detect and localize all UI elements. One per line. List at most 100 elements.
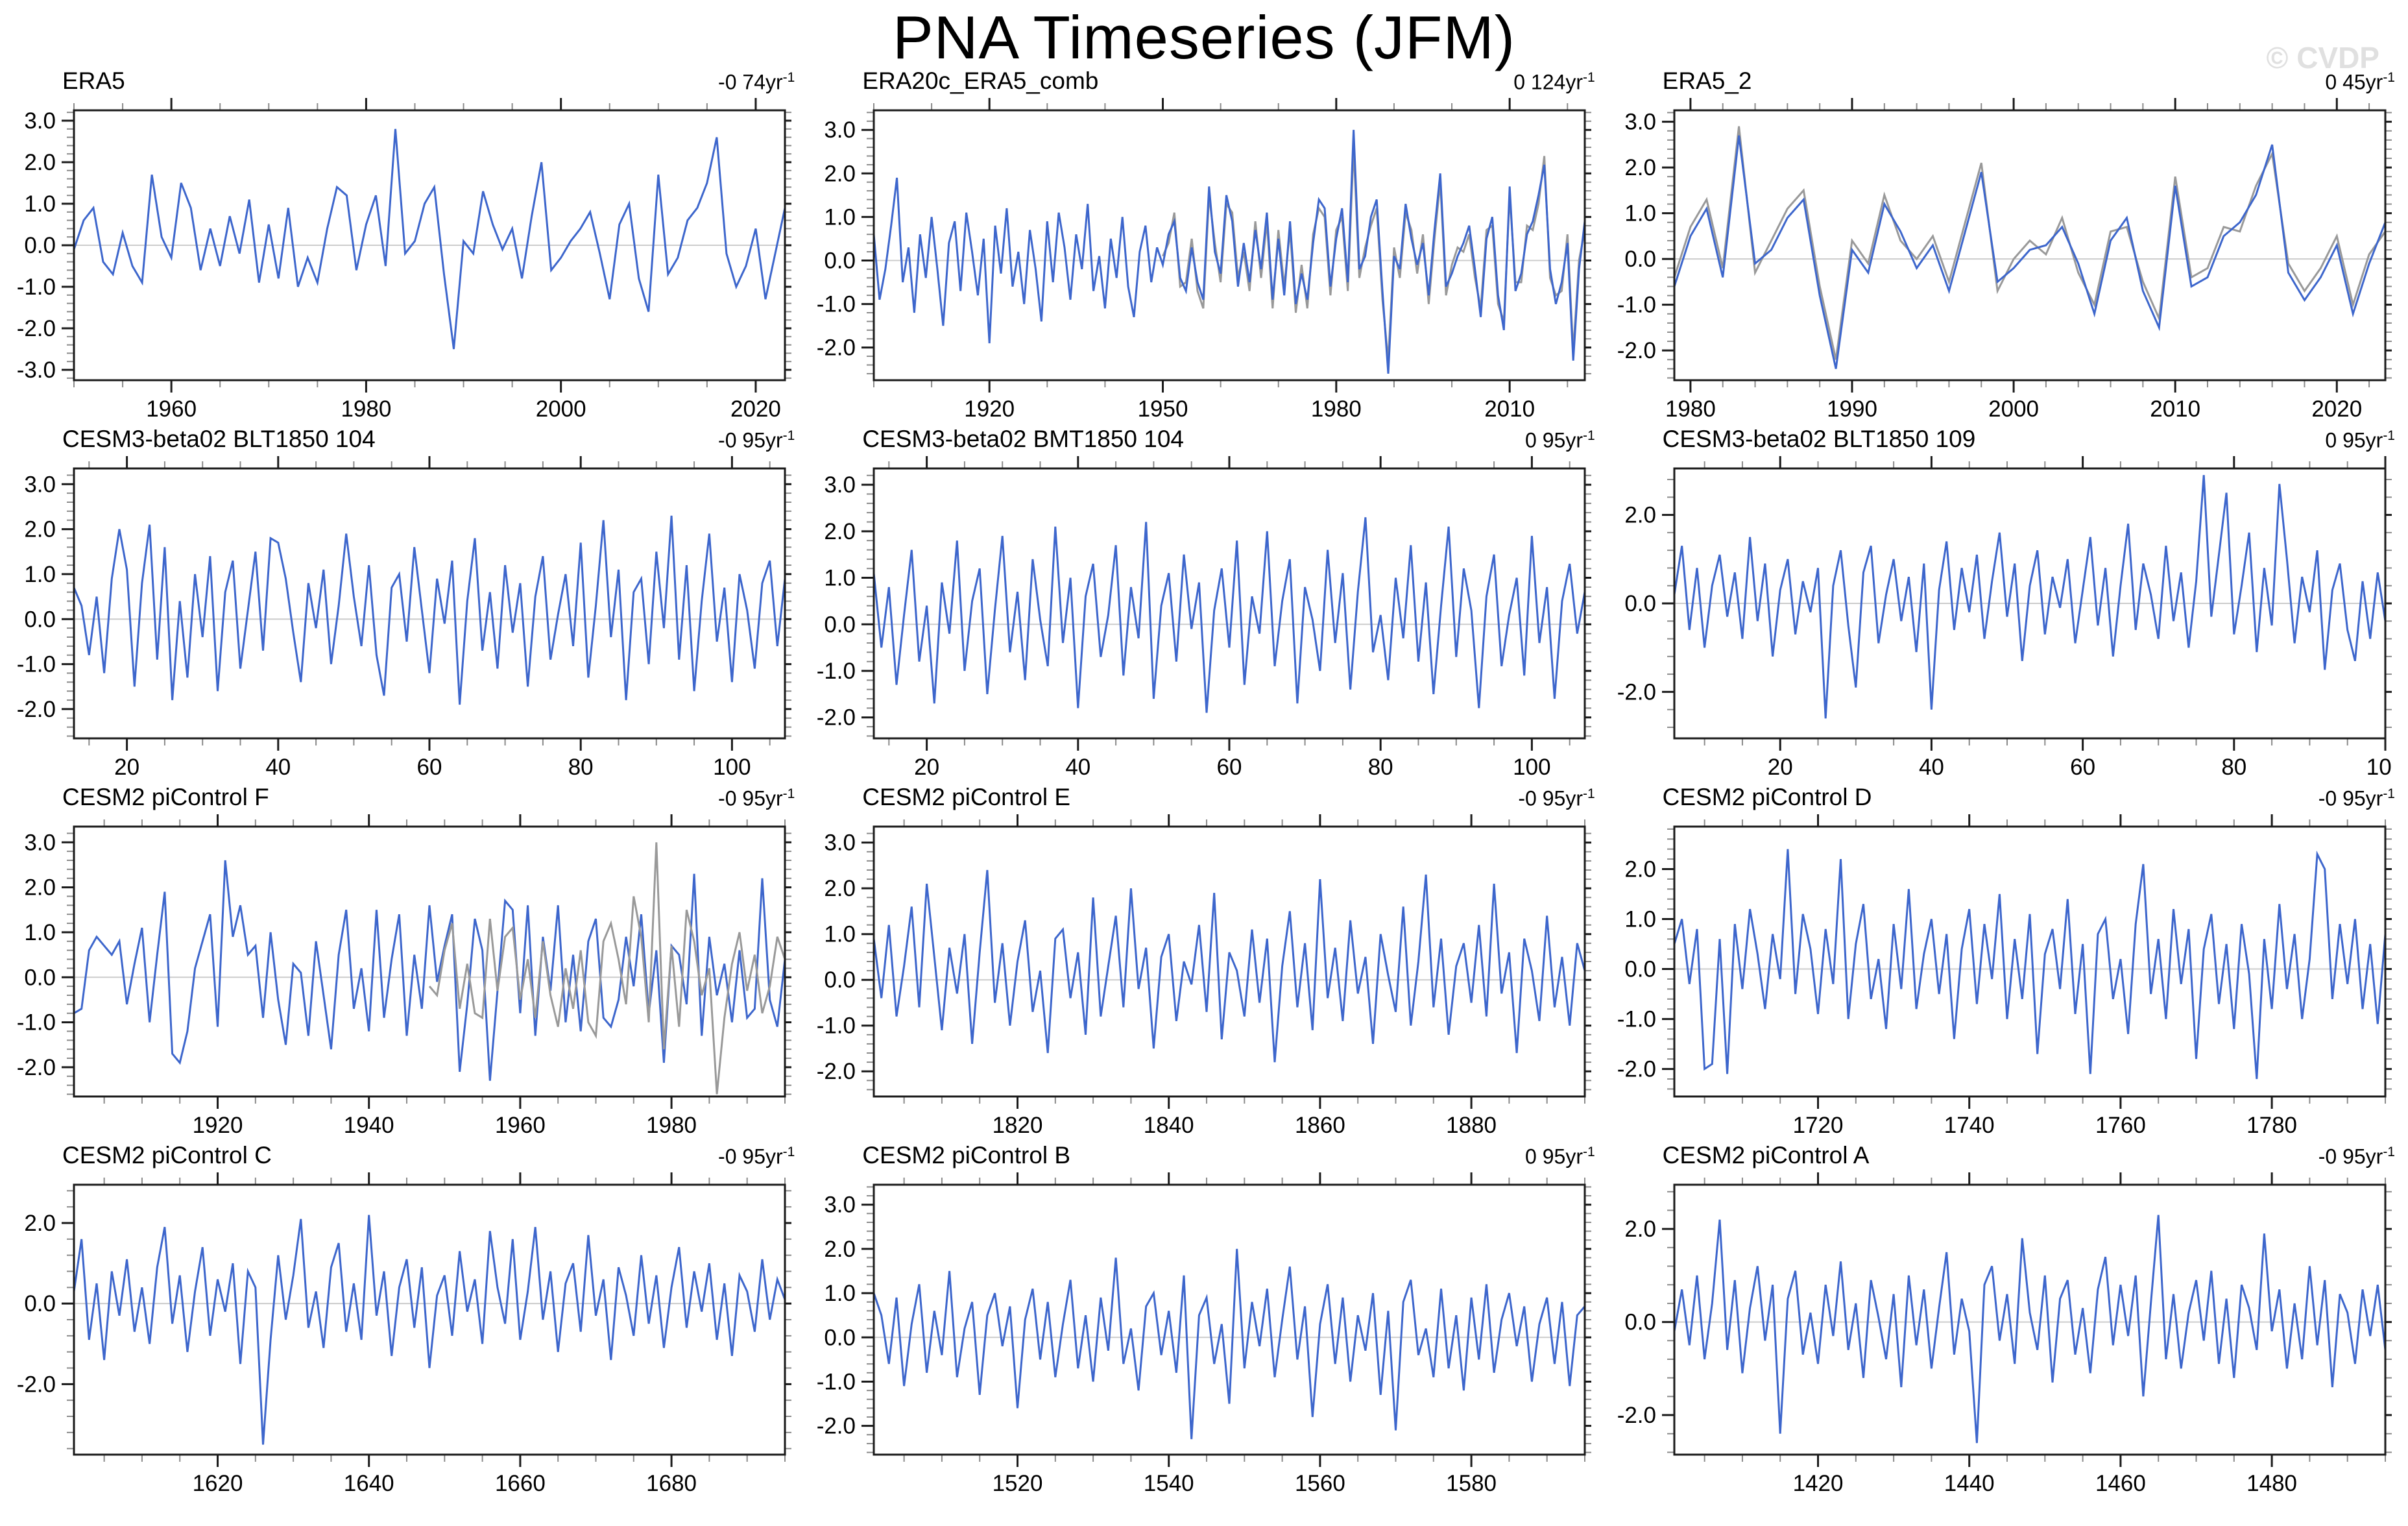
x-tick-label: 1820 [993, 1113, 1043, 1138]
panel-cesm2-picontrol-d: CESM2 piControl D -0 95yr-1 1720 1740 1760 17… [1604, 784, 2404, 1141]
y-tick-label: 0.0 [1624, 247, 1656, 272]
y-tick-label: 2.0 [1624, 1217, 1656, 1242]
x-tick-label: 2000 [1988, 396, 2039, 422]
panel-header: CESM2 piControl B 0 95yr-1 [806, 1142, 1601, 1169]
panel-header: ERA5_2 0 45yr-1 [1607, 67, 2402, 95]
series-pna [73, 515, 786, 705]
panel-title: CESM2 piControl F [62, 784, 269, 810]
panel-header: CESM3-beta02 BLT1850 109 0 95yr-1 [1607, 426, 2402, 453]
panel-header: CESM2 piControl C -0 95yr-1 [6, 1142, 801, 1169]
x-tick-label: 1760 [2095, 1113, 2146, 1138]
y-tick-label: 0.0 [825, 1325, 856, 1350]
plot-box [73, 1183, 786, 1456]
panel-era5_2: ERA5_2 0 45yr-1 1980 1990 2000 2010 2020 3.0 2.0… [1604, 67, 2404, 424]
x-tick-label: 2010 [1485, 396, 1535, 422]
panel-title: CESM3-beta02 BLT1850 104 [62, 426, 376, 452]
y-tick-label: 3.0 [825, 472, 856, 498]
y-tick-label: 0.0 [825, 248, 856, 273]
y-tick-label: 2.0 [1624, 503, 1656, 528]
x-tick-label: 2000 [536, 396, 586, 422]
series-pna [1673, 135, 2387, 369]
y-tick-label: 3.0 [825, 1193, 856, 1218]
y-tick-label: -1.0 [817, 659, 856, 684]
panel-header: CESM3-beta02 BLT1850 104 -0 95yr-1 [6, 426, 801, 453]
plot-box [1673, 467, 2387, 740]
series-pna [73, 128, 786, 350]
x-tick-label: 1880 [1446, 1113, 1497, 1138]
y-tick-label: -1.0 [1617, 1007, 1655, 1032]
panel-trend-label: 0 95yr-1 [1525, 1144, 1595, 1169]
timeseries-plot: 1620 1640 1660 1680 2.0 0.0 -2.0 [17, 1172, 791, 1496]
panel-cesm2-picontrol-a: CESM2 piControl A -0 95yr-1 1420 1440 1460 14… [1604, 1142, 2404, 1499]
panel-title: CESM2 piControl D [1662, 784, 1872, 810]
x-tick-label: 1660 [495, 1471, 546, 1496]
panel-title: CESM2 piControl C [62, 1142, 272, 1169]
x-tick-label: 1740 [1944, 1113, 1994, 1138]
y-tick-label: 2.0 [24, 875, 56, 901]
y-tick-label: -2.0 [17, 1055, 56, 1080]
panel-header: ERA20c_ERA5_comb 0 124yr-1 [806, 67, 1601, 95]
y-tick-label: -2.0 [1617, 338, 1655, 363]
y-tick-label: 2.0 [24, 150, 56, 175]
plot-box [1673, 825, 2387, 1098]
plot-box [73, 825, 786, 1098]
y-tick-label: 0.0 [1624, 957, 1656, 982]
cvdp-watermark: © CVDP [2266, 41, 2379, 75]
y-tick-label: 3.0 [825, 830, 856, 856]
x-tick-label: 40 [1066, 755, 1091, 780]
y-tick-label: 1.0 [24, 920, 56, 945]
y-tick-label: 1.0 [825, 204, 856, 230]
panel-title: CESM2 piControl A [1662, 1142, 1870, 1169]
timeseries-plot: 1420 1440 1460 1480 2.0 0.0 -2.0 [1617, 1172, 2392, 1496]
panel-trend-label: 0 95yr-1 [2325, 428, 2395, 452]
y-tick-label: 3.0 [24, 472, 56, 497]
panel-trend-label: -0 95yr-1 [1518, 786, 1595, 810]
masthead: PNA Timeseries (JFM) © CVDP [0, 0, 2408, 75]
series-secondary [1673, 126, 2386, 360]
x-tick-label: 1640 [344, 1471, 394, 1496]
y-tick-label: 0.0 [24, 233, 56, 258]
panel-trend-label: -0 74yr-1 [718, 70, 795, 94]
x-tick-label: 1920 [965, 396, 1015, 422]
panel-header: CESM2 piControl E -0 95yr-1 [806, 784, 1601, 811]
timeseries-plot: 1920 1940 1960 1980 3.0 2.0 1.0 0.0 -1.0 -2.0 [17, 814, 791, 1138]
panel-trend-label: 0 95yr-1 [1525, 428, 1595, 452]
y-tick-label: -2.0 [817, 705, 856, 731]
x-tick-label: 1860 [1295, 1113, 1345, 1138]
y-tick-label: 3.0 [825, 117, 856, 143]
y-tick-label: -1.0 [17, 652, 56, 677]
plot-box [73, 467, 786, 740]
y-tick-label: -1.0 [17, 1010, 56, 1036]
timeseries-plot: 1820 1840 1860 1880 3.0 2.0 1.0 0.0 -1.0 -2.0 [817, 814, 1592, 1138]
y-tick-label: -2.0 [17, 316, 56, 341]
panel-trend-label: -0 95yr-1 [2318, 786, 2395, 810]
x-tick-label: 40 [1919, 755, 1944, 780]
panel-cesm3-beta02-blt1850-104: CESM3-beta02 BLT1850 104 -0 95yr-1 20 40 60 8… [4, 426, 804, 782]
x-tick-label: 1480 [2246, 1471, 2297, 1496]
plot-box [73, 109, 786, 382]
series-secondary [428, 842, 786, 1095]
y-tick-label: 2.0 [1624, 856, 1656, 882]
x-tick-label: 1560 [1295, 1471, 1345, 1496]
panel-title: ERA5_2 [1662, 67, 1752, 94]
y-tick-label: 1.0 [24, 191, 56, 217]
timeseries-plot: 20 40 60 80 100 2.0 0.0 -2.0 [1617, 456, 2392, 780]
panel-title: ERA20c_ERA5_comb [862, 67, 1099, 94]
y-tick-label: -1.0 [817, 292, 856, 317]
x-tick-label: 1840 [1144, 1113, 1194, 1138]
panel-header: CESM2 piControl D -0 95yr-1 [1607, 784, 2402, 811]
panel-trend-label: -0 95yr-1 [718, 428, 795, 452]
series-pna [873, 517, 1586, 713]
x-tick-label: 80 [568, 755, 594, 780]
x-tick-label: 1980 [646, 1113, 697, 1138]
y-tick-label: 1.0 [1624, 907, 1656, 932]
x-tick-label: 1940 [344, 1113, 394, 1138]
y-tick-label: 0.0 [24, 1291, 56, 1316]
x-tick-label: 1540 [1144, 1471, 1194, 1496]
series-pna [873, 869, 1586, 1063]
x-tick-label: 1920 [193, 1113, 243, 1138]
series-pna [1673, 849, 2387, 1080]
y-tick-label: -1.0 [817, 1013, 856, 1039]
x-tick-label: 1460 [2095, 1471, 2146, 1496]
x-tick-label: 100 [713, 755, 751, 780]
